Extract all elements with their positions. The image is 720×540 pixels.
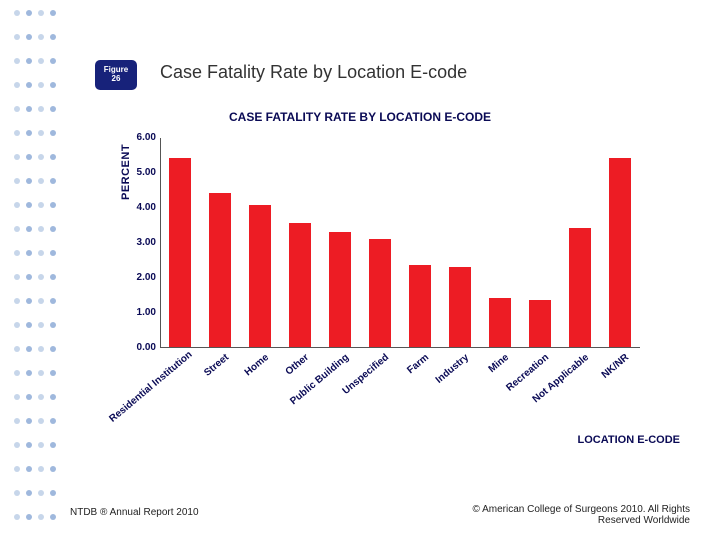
y-tick-label: 6.00 (116, 132, 156, 143)
x-axis-title: LOCATION E-CODE (0, 434, 680, 446)
bar (209, 193, 231, 347)
chart-plot-area (160, 138, 640, 348)
chart-title: CASE FATALITY RATE BY LOCATION E-CODE (0, 110, 720, 124)
bar (369, 239, 391, 347)
bar (289, 223, 311, 347)
footer-right: © American College of Surgeons 2010. All… (430, 504, 690, 526)
bar (409, 265, 431, 347)
bar (569, 228, 591, 347)
figure-number: 26 (112, 75, 121, 84)
y-tick-label: 4.00 (116, 202, 156, 213)
footer-left: NTDB ® Annual Report 2010 (70, 507, 199, 518)
bar (329, 232, 351, 348)
figure-number-badge: Figure 26 (95, 60, 137, 90)
y-tick-label: 2.00 (116, 272, 156, 283)
y-tick-label: 1.00 (116, 307, 156, 318)
y-tick-label: 5.00 (116, 167, 156, 178)
bar (609, 158, 631, 347)
y-tick-label: 3.00 (116, 237, 156, 248)
bar (529, 300, 551, 347)
left-dot-decoration (0, 0, 56, 540)
y-tick-label: 0.00 (116, 342, 156, 353)
bar (169, 158, 191, 347)
slide: Figure 26 Case Fatality Rate by Location… (0, 0, 720, 540)
bar (489, 298, 511, 347)
bar (449, 267, 471, 348)
x-axis-labels: Residential InstitutionStreetHomeOtherPu… (160, 352, 640, 432)
slide-headline: Case Fatality Rate by Location E-code (160, 62, 467, 83)
x-tick-label: NK/NR (547, 352, 631, 425)
bar (249, 205, 271, 347)
